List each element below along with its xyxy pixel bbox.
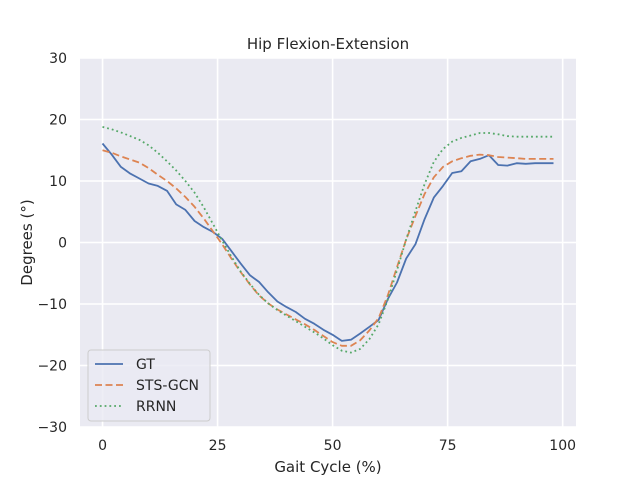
series-layer — [101, 126, 554, 354]
y-tick-label: 20 — [49, 113, 67, 129]
chart-title: Hip Flexion-Extension — [247, 35, 409, 53]
legend-label: STS-GCN — [136, 378, 199, 394]
y-axis-label: Degrees (°) — [18, 199, 36, 285]
x-tick-label: 25 — [209, 438, 227, 454]
legend-label: RRNN — [136, 399, 176, 415]
y-tick-label: −10 — [37, 297, 67, 313]
y-tick-label: 0 — [58, 236, 67, 252]
legend-label: GT — [136, 357, 155, 373]
series-line-gt — [101, 142, 554, 342]
legend: GT STS-GCN RRNN — [87, 349, 211, 422]
x-tick-label: 75 — [439, 438, 457, 454]
x-axis-label: Gait Cycle (%) — [274, 458, 381, 476]
tick-labels: 0 25 50 75 100 −30 −20 −10 0 10 20 30 — [37, 51, 576, 454]
y-tick-label: −30 — [37, 420, 67, 436]
y-tick-label: −20 — [37, 359, 67, 375]
grid — [80, 57, 576, 428]
legend-box — [87, 349, 211, 422]
series-line-sts-gcn — [102, 149, 554, 347]
y-tick-label: 30 — [49, 51, 67, 67]
x-tick-label: 0 — [98, 438, 107, 454]
y-tick-label: 10 — [49, 174, 67, 190]
x-tick-label: 50 — [324, 438, 342, 454]
x-tick-label: 100 — [549, 438, 576, 454]
